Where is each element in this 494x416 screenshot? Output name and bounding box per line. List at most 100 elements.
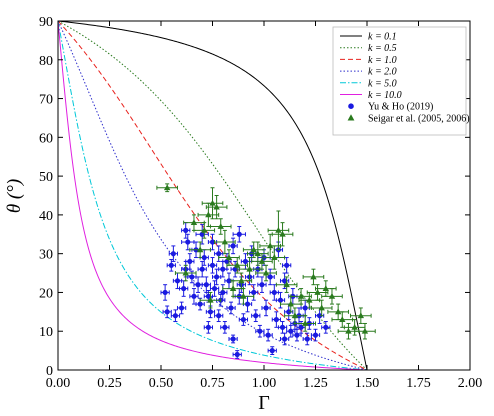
yu-ho-point [275,291,286,309]
seigar-point [302,268,325,286]
seigar-point [201,187,224,220]
yu-ho-point [195,224,209,245]
yu-ho-point [279,332,290,346]
seigar-point [214,229,236,255]
yu-ho-point [214,309,224,323]
yu-ho-point [176,301,187,315]
seigar-point [294,315,316,332]
yu-ho-point [160,284,170,301]
seigar-point [337,322,360,340]
yu-ho-point [207,257,218,274]
seigar-point [205,195,228,220]
yu-ho-point [218,284,228,301]
yu-ho-point [267,346,277,355]
x-tick-label: 0.75 [200,376,225,391]
seigar-point [263,245,286,270]
y-tick-label: 20 [39,286,53,301]
legend-marker [348,103,354,109]
curve-k-0.5 [58,21,368,370]
seigar-point [209,218,232,235]
seigar-point [193,222,216,239]
seigar-point [321,288,343,305]
seigar-point [271,222,294,247]
yu-ho-point [257,276,267,293]
yu-ho-point [170,309,181,323]
yu-ho-point [232,350,242,359]
yu-ho-point [226,301,236,315]
yu-ho-point [203,321,213,334]
yu-ho-point [212,268,222,286]
seigar-point [232,288,255,305]
yu-ho-point [282,257,292,274]
y-tick-label: 70 [39,93,53,108]
yu-ho-point [185,253,195,270]
yu-ho-point [263,328,273,342]
seigar-point [242,241,265,259]
x-tick-label: 1.25 [303,376,328,391]
yu-ho-point [261,299,271,317]
seigar-point [174,264,197,282]
legend-label: k = 1.0 [368,55,397,66]
x-tick-label: 1.00 [252,376,277,391]
seigar-point [238,257,261,282]
y-axis-label: θ (°) [4,179,25,213]
yu-ho-point [255,324,265,338]
yu-ho-point [201,276,211,293]
legend-label: k = 5.0 [368,78,397,89]
legend-box [332,26,467,136]
yu-ho-point [197,260,207,278]
yu-ho-point [207,233,218,251]
yu-ho-point [265,268,275,286]
seigar-point [267,210,290,251]
seigar-point [310,299,333,317]
yu-ho-point [166,258,176,272]
y-tick-label: 30 [39,248,53,263]
axis-ticks: 0.00 0.25 0.50 0.75 1.00 1.25 1.50 1.75 2.00 0 10 2… [39,15,482,391]
curve-k-0.1 [58,21,368,370]
yu-ho-point [302,332,312,346]
yu-ho-point [193,276,203,293]
seigar-point [230,272,253,290]
legend-label: k = 10.0 [368,90,402,101]
seigar-point [350,307,372,324]
yu-ho-point [189,288,199,305]
yu-ho-point [220,321,230,334]
yu-ho-point [321,321,331,334]
yu-ho-point [195,297,205,311]
yu-ho-point [277,321,288,334]
seigar-point [156,183,178,193]
x-tick-label: 0.25 [97,376,122,391]
y-tick-label: 60 [39,131,53,146]
legend-label: k = 2.0 [368,67,397,78]
x-axis-label: Γ [258,392,270,414]
yu-ho-point [286,324,296,338]
curve-k-5 [58,21,368,370]
seigar-point [255,264,277,282]
y-tick-label: 50 [39,170,53,185]
seigar-point [226,257,249,274]
seigar-point [331,311,354,328]
yu-ho-point [292,328,302,342]
yu-ho-point [228,334,238,344]
yu-ho-point [179,280,189,297]
seigar-point [259,233,281,259]
yu-ho-point [279,272,290,290]
seigar-point [199,291,222,309]
yu-ho-point [232,226,246,243]
seigar-point [306,284,329,301]
x-tick-label: 1.50 [355,376,380,391]
y-tick-label: 80 [39,54,53,69]
legend-label: Seigar et al. (2005, 2006) [368,113,470,124]
x-tick-label: 0.00 [46,376,71,391]
seigar-point [284,307,306,324]
seigar-point [327,303,349,321]
x-tick-label: 0.50 [149,376,174,391]
seigar-point [275,276,298,293]
yu-ho-point [168,245,178,262]
yu-ho-point [238,313,249,326]
yu-ho-point [310,328,321,342]
yu-ho-point [251,309,261,323]
seigar-point [251,253,273,270]
seigar-point [354,322,376,340]
